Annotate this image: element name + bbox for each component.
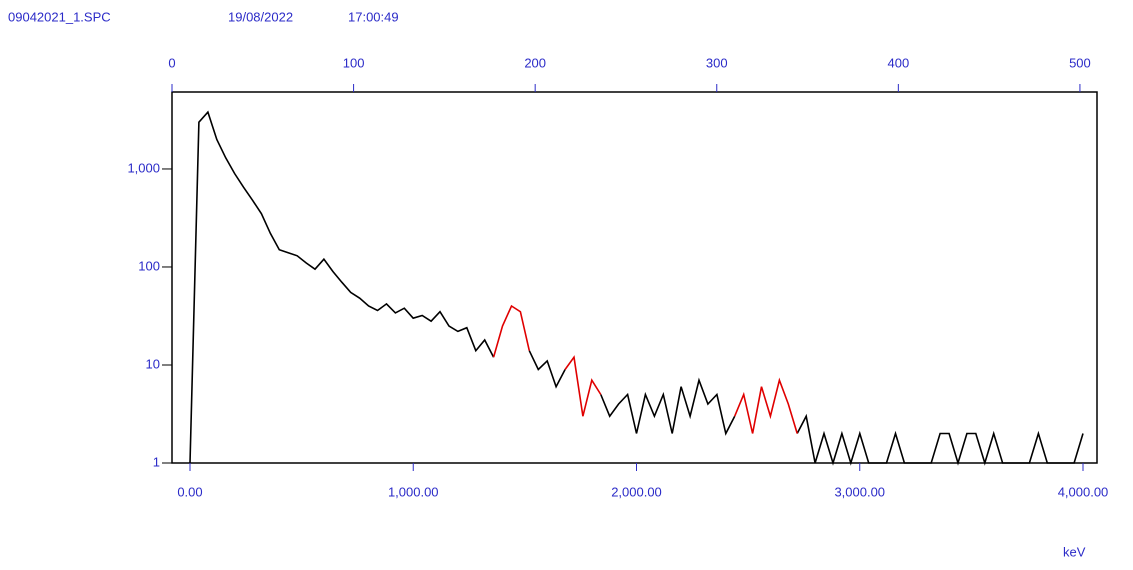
spectrum-line <box>733 377 798 434</box>
x-tick-label: 3,000.00 <box>834 484 885 499</box>
time: 17:00:49 <box>348 9 399 24</box>
x2-tick-label: 300 <box>706 55 728 70</box>
x2-tick-label: 200 <box>524 55 546 70</box>
y-tick-label: 1,000 <box>127 160 160 175</box>
y-tick-label: 10 <box>146 356 160 371</box>
x-axis-label: keV <box>1063 544 1086 559</box>
y-tick-label: 1 <box>153 454 160 469</box>
x2-tick-label: 100 <box>343 55 365 70</box>
spectrum-line <box>189 110 495 464</box>
x2-tick-label: 400 <box>887 55 909 70</box>
x-tick-label: 1,000.00 <box>388 484 439 499</box>
spectrum-line <box>796 413 1084 466</box>
y-tick-label: 100 <box>138 258 160 273</box>
spectrum-line <box>600 377 736 436</box>
spectrum-line <box>528 350 566 389</box>
x-tick-label: 4,000.00 <box>1058 484 1109 499</box>
spectrum-line <box>492 304 531 358</box>
x2-tick-label: 500 <box>1069 55 1091 70</box>
x-tick-label: 2,000.00 <box>611 484 662 499</box>
x-tick-label: 0.00 <box>177 484 202 499</box>
date: 19/08/2022 <box>228 9 293 24</box>
file-name: 09042021_1.SPC <box>8 9 111 24</box>
spectrum-line <box>564 355 602 417</box>
plot-frame <box>171 91 1098 464</box>
x2-tick-label: 0 <box>168 55 175 70</box>
